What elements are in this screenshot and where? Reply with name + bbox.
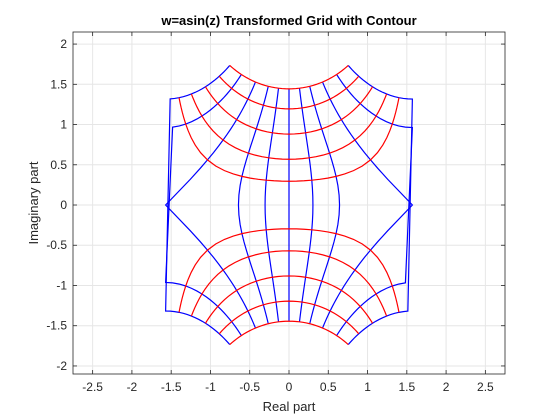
x-tick-label: -2.5 (82, 380, 103, 394)
x-tick-label: 0.5 (320, 380, 337, 394)
red-curve (190, 250, 388, 317)
x-axis-label: Real part (263, 399, 316, 414)
y-tick-label: -1 (56, 278, 67, 292)
x-grid (92, 32, 486, 374)
red-curve (190, 93, 388, 160)
blue-curve (347, 65, 413, 345)
y-tick-label: 0 (60, 198, 67, 212)
red-curve (178, 97, 400, 182)
x-tick-label: 1.5 (398, 380, 415, 394)
red-curves (178, 64, 400, 346)
blue-curve (164, 74, 242, 336)
y-tick-label: 1.5 (50, 77, 67, 91)
x-ticks: -2.5 -2 -1.5 -1 -0.5 0 0.5 1 1.5 2 2.5 (82, 32, 494, 394)
x-tick-label: -0.5 (239, 380, 260, 394)
y-tick-label: -0.5 (46, 238, 67, 252)
x-tick-label: -1 (205, 380, 216, 394)
blue-curve (165, 65, 231, 345)
red-curve (178, 228, 400, 313)
x-tick-label: -1.5 (161, 380, 182, 394)
y-tick-label: -2 (56, 359, 67, 373)
x-tick-label: -2 (127, 380, 138, 394)
y-ticks: -2 -1.5 -1 -0.5 0 0.5 1 1.5 2 (46, 37, 505, 373)
x-tick-label: 1 (364, 380, 371, 394)
red-curve (204, 275, 374, 324)
blue-curve (164, 81, 257, 329)
x-tick-label: 2 (443, 380, 450, 394)
blue-curve (309, 86, 341, 324)
blue-curves (164, 65, 414, 345)
y-axis-label: Imaginary part (26, 161, 41, 244)
red-curve (204, 86, 374, 135)
x-tick-label: 0 (286, 380, 293, 394)
blue-curve (264, 88, 280, 322)
y-tick-label: 2 (60, 37, 67, 51)
red-curve (229, 64, 349, 90)
y-tick-label: -1.5 (46, 319, 67, 333)
blue-curve (237, 86, 269, 324)
chart-title: w=asin(z) Transformed Grid with Contour (160, 13, 416, 28)
red-curve (218, 300, 360, 335)
red-curve (218, 75, 360, 110)
blue-curve (298, 88, 314, 322)
y-tick-label: 1 (60, 118, 67, 132)
red-curve (229, 320, 349, 346)
blue-curve (321, 81, 414, 329)
blue-curve (336, 74, 414, 336)
x-tick-label: 2.5 (477, 380, 494, 394)
y-tick-label: 0.5 (50, 158, 67, 172)
